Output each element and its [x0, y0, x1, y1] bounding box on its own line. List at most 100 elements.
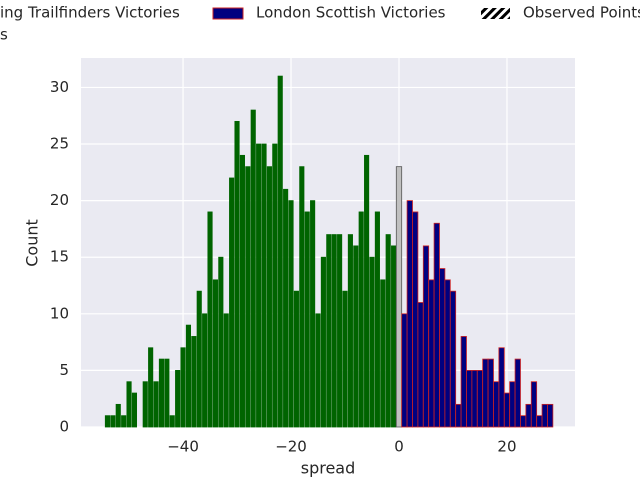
bar	[433, 222, 440, 428]
bar	[520, 415, 527, 428]
bar	[261, 143, 267, 428]
bar	[202, 313, 208, 428]
legend-swatch	[481, 8, 510, 19]
x-tick-label: 20	[497, 438, 516, 456]
bar	[299, 166, 305, 428]
bar	[536, 415, 543, 428]
bar	[364, 154, 370, 428]
bar	[164, 358, 170, 428]
bar	[471, 370, 478, 428]
bar	[283, 188, 289, 428]
y-tick-label: 10	[50, 304, 69, 322]
bar	[509, 381, 516, 428]
bar	[175, 370, 181, 428]
bar	[530, 381, 538, 428]
bar	[347, 234, 353, 428]
bar	[180, 347, 186, 428]
bar	[395, 166, 403, 428]
bar	[320, 256, 326, 428]
bar	[337, 234, 343, 428]
bar	[369, 256, 375, 428]
bar	[487, 358, 494, 428]
bar	[547, 403, 554, 428]
bar	[385, 234, 391, 428]
bar	[169, 415, 175, 428]
y-tick-label: 15	[50, 248, 69, 266]
bar	[277, 75, 283, 428]
bar	[358, 211, 364, 428]
bar	[158, 358, 165, 428]
x-axis-label: spread	[301, 459, 356, 478]
bar	[223, 313, 229, 428]
bar	[503, 392, 511, 428]
bar	[380, 279, 386, 428]
bar	[266, 166, 272, 428]
bar	[218, 256, 224, 428]
bar	[131, 392, 138, 428]
bar	[460, 336, 467, 428]
legend-label: s	[0, 26, 8, 44]
bar	[476, 370, 484, 428]
bar	[449, 290, 457, 428]
y-tick-label: 0	[59, 418, 69, 436]
bar	[498, 347, 505, 428]
bar	[234, 120, 240, 428]
bar	[455, 403, 462, 428]
bar	[401, 313, 408, 428]
x-tick-label: −40	[167, 438, 199, 456]
bar	[331, 234, 337, 428]
y-tick-label: 20	[50, 191, 69, 209]
bar	[288, 200, 294, 428]
bar	[304, 211, 310, 428]
y-axis-label: Count	[23, 219, 42, 267]
bar	[115, 403, 121, 428]
bar	[439, 268, 446, 428]
bar	[391, 245, 397, 428]
bar	[110, 415, 116, 428]
bar	[250, 109, 256, 428]
bar	[466, 370, 473, 428]
bar	[315, 313, 321, 428]
bar	[428, 279, 435, 428]
x-tick-label: −20	[275, 438, 307, 456]
bar	[142, 381, 148, 428]
bar	[207, 211, 213, 428]
bar	[191, 336, 197, 428]
bar	[104, 415, 111, 428]
bar	[256, 143, 262, 428]
bar	[525, 403, 532, 428]
bar	[148, 347, 154, 428]
bar	[412, 211, 419, 428]
bar	[406, 200, 413, 428]
bar	[229, 177, 235, 428]
bar	[541, 403, 548, 428]
bar	[121, 415, 127, 428]
bar	[422, 245, 430, 428]
bar	[342, 290, 348, 428]
bar	[374, 211, 380, 428]
bar	[126, 381, 132, 428]
bar	[444, 279, 451, 428]
bar	[310, 200, 316, 428]
bar	[482, 358, 489, 428]
bar	[493, 381, 500, 428]
legend-label: London Scottish Victories	[256, 4, 446, 22]
bar	[293, 290, 299, 428]
bar	[326, 234, 332, 428]
bar	[185, 324, 191, 428]
y-tick-label: 5	[59, 361, 69, 379]
legend-label: ing Trailfinders Victories	[0, 4, 180, 22]
bar	[245, 166, 251, 428]
y-tick-label: 30	[50, 78, 69, 96]
bar	[239, 154, 245, 428]
bar	[153, 381, 159, 428]
bar	[514, 358, 521, 428]
bar	[272, 143, 278, 428]
legend-label: Observed Points	[523, 4, 640, 22]
y-tick-label: 25	[50, 135, 69, 153]
bar	[417, 302, 424, 428]
bar	[196, 290, 202, 428]
legend-swatch	[212, 7, 244, 20]
